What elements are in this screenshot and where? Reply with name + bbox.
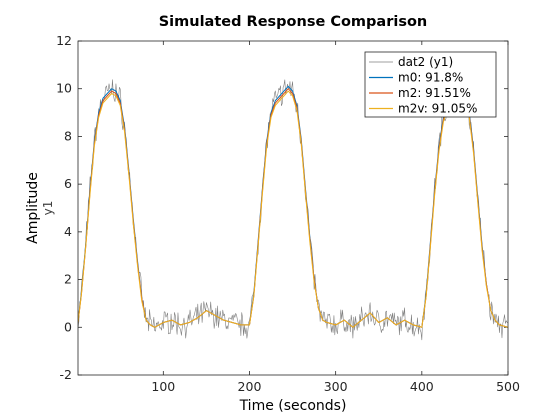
legend-label-2: m2: 91.51% <box>398 86 471 100</box>
x-tick-label: 400 <box>410 379 434 394</box>
x-tick-label: 500 <box>496 379 520 394</box>
axis-ticks: 100 200 300 400 500 -2 0 2 4 6 8 10 12 <box>56 33 520 394</box>
y-axis-label: Amplitude <box>25 172 41 244</box>
y-tick-label: 2 <box>64 272 72 287</box>
y-tick-label: -2 <box>60 367 72 382</box>
legend-box <box>364 51 497 118</box>
y-axis-sublabel: y1 <box>41 201 55 216</box>
plot-frame <box>77 40 509 376</box>
y-tick-label: 4 <box>64 224 72 239</box>
legend: dat2 (y1) m0: 91.8%m2: 91.51% m2v: 91.05% <box>364 51 497 118</box>
legend-label-3: m2v: 91.05% <box>398 102 477 116</box>
x-tick-label: 100 <box>151 379 175 394</box>
x-axis-label: Time (seconds) <box>239 398 347 414</box>
legend-entries: dat2 (y1) m0: 91.8%m2: 91.51% m2v: 91.05% <box>369 55 477 116</box>
y-tick-label: 10 <box>56 81 72 96</box>
y-tick-label: 8 <box>64 128 72 143</box>
y-tick-label: 12 <box>56 33 72 48</box>
y-tick-label: 0 <box>64 319 72 334</box>
x-tick-label: 200 <box>238 379 262 394</box>
x-tick-label: 300 <box>324 379 348 394</box>
legend-label-0: dat2 (y1) <box>398 55 453 69</box>
chart-title: Simulated Response Comparison <box>159 14 428 30</box>
legend-label-1: m0: 91.8% <box>398 71 463 85</box>
y-tick-label: 6 <box>64 176 72 191</box>
